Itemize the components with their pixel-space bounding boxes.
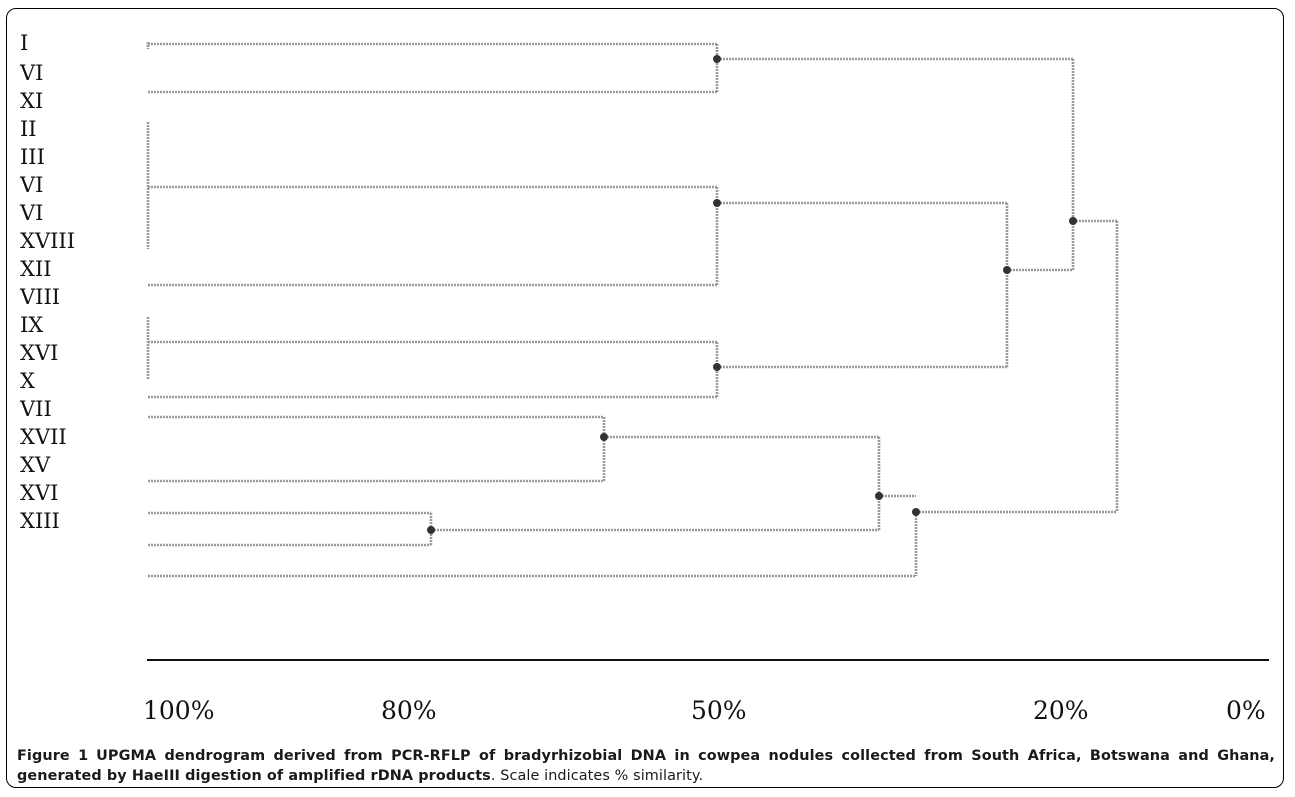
dendrogram-nodes — [427, 55, 1077, 534]
caption-rest: . Scale indicates % similarity. — [490, 768, 704, 784]
leaf-label: IX — [20, 313, 43, 337]
leaf-label: VIII — [19, 285, 60, 309]
leaf-label: XII — [20, 257, 52, 281]
scale-label-0: 0% — [1226, 696, 1266, 725]
dendrogram-node — [713, 199, 721, 207]
leaf-label: XVI — [20, 481, 58, 505]
leaf-label: X — [20, 369, 35, 393]
leaf-label: XV — [20, 453, 51, 477]
dendrogram-node — [600, 433, 608, 441]
scale-label-100: 100% — [143, 696, 214, 725]
leaf-label: VI — [19, 173, 43, 197]
scale-label-50: 50% — [691, 696, 747, 725]
leaf-label: XIII — [20, 509, 60, 533]
leaf-label: XVII — [20, 425, 67, 449]
figure-panel: I VI XI II III VI VI XVIII XII VIII IX X… — [6, 8, 1284, 788]
dendrogram-branches — [146, 42, 1119, 578]
leaf-label: III — [20, 145, 45, 169]
dendrogram-node — [875, 492, 883, 500]
figure-caption: Figure 1 UPGMA dendrogram derived from P… — [17, 746, 1275, 786]
leaf-label: VII — [19, 397, 52, 421]
caption-title: UPGMA dendrogram derived from PCR-RFLP o… — [17, 748, 1275, 784]
dendrogram-node — [1069, 217, 1077, 225]
scale-label-80: 80% — [381, 696, 437, 725]
leaf-label: XI — [20, 89, 43, 113]
leaf-label: VI — [19, 201, 43, 225]
caption-label: Figure 1 — [17, 748, 89, 764]
dendrogram-node — [427, 526, 435, 534]
leaf-label: II — [20, 117, 37, 141]
scale-labels: 100% 80% 50% 20% 0% — [143, 696, 1266, 725]
leaf-label: VI — [19, 61, 43, 85]
leaf-label: I — [20, 31, 28, 55]
dendrogram-node — [1003, 266, 1011, 274]
scale-label-20: 20% — [1033, 696, 1089, 725]
leaf-labels: I VI XI II III VI VI XVIII XII VIII IX X… — [19, 31, 75, 533]
dendrogram: I VI XI II III VI VI XVIII XII VIII IX X… — [19, 31, 1269, 725]
dendrogram-node — [912, 508, 920, 516]
leaf-label: XVI — [20, 341, 58, 365]
dendrogram-node — [713, 55, 721, 63]
dendrogram-node — [713, 363, 721, 371]
leaf-label: XVIII — [20, 229, 75, 253]
